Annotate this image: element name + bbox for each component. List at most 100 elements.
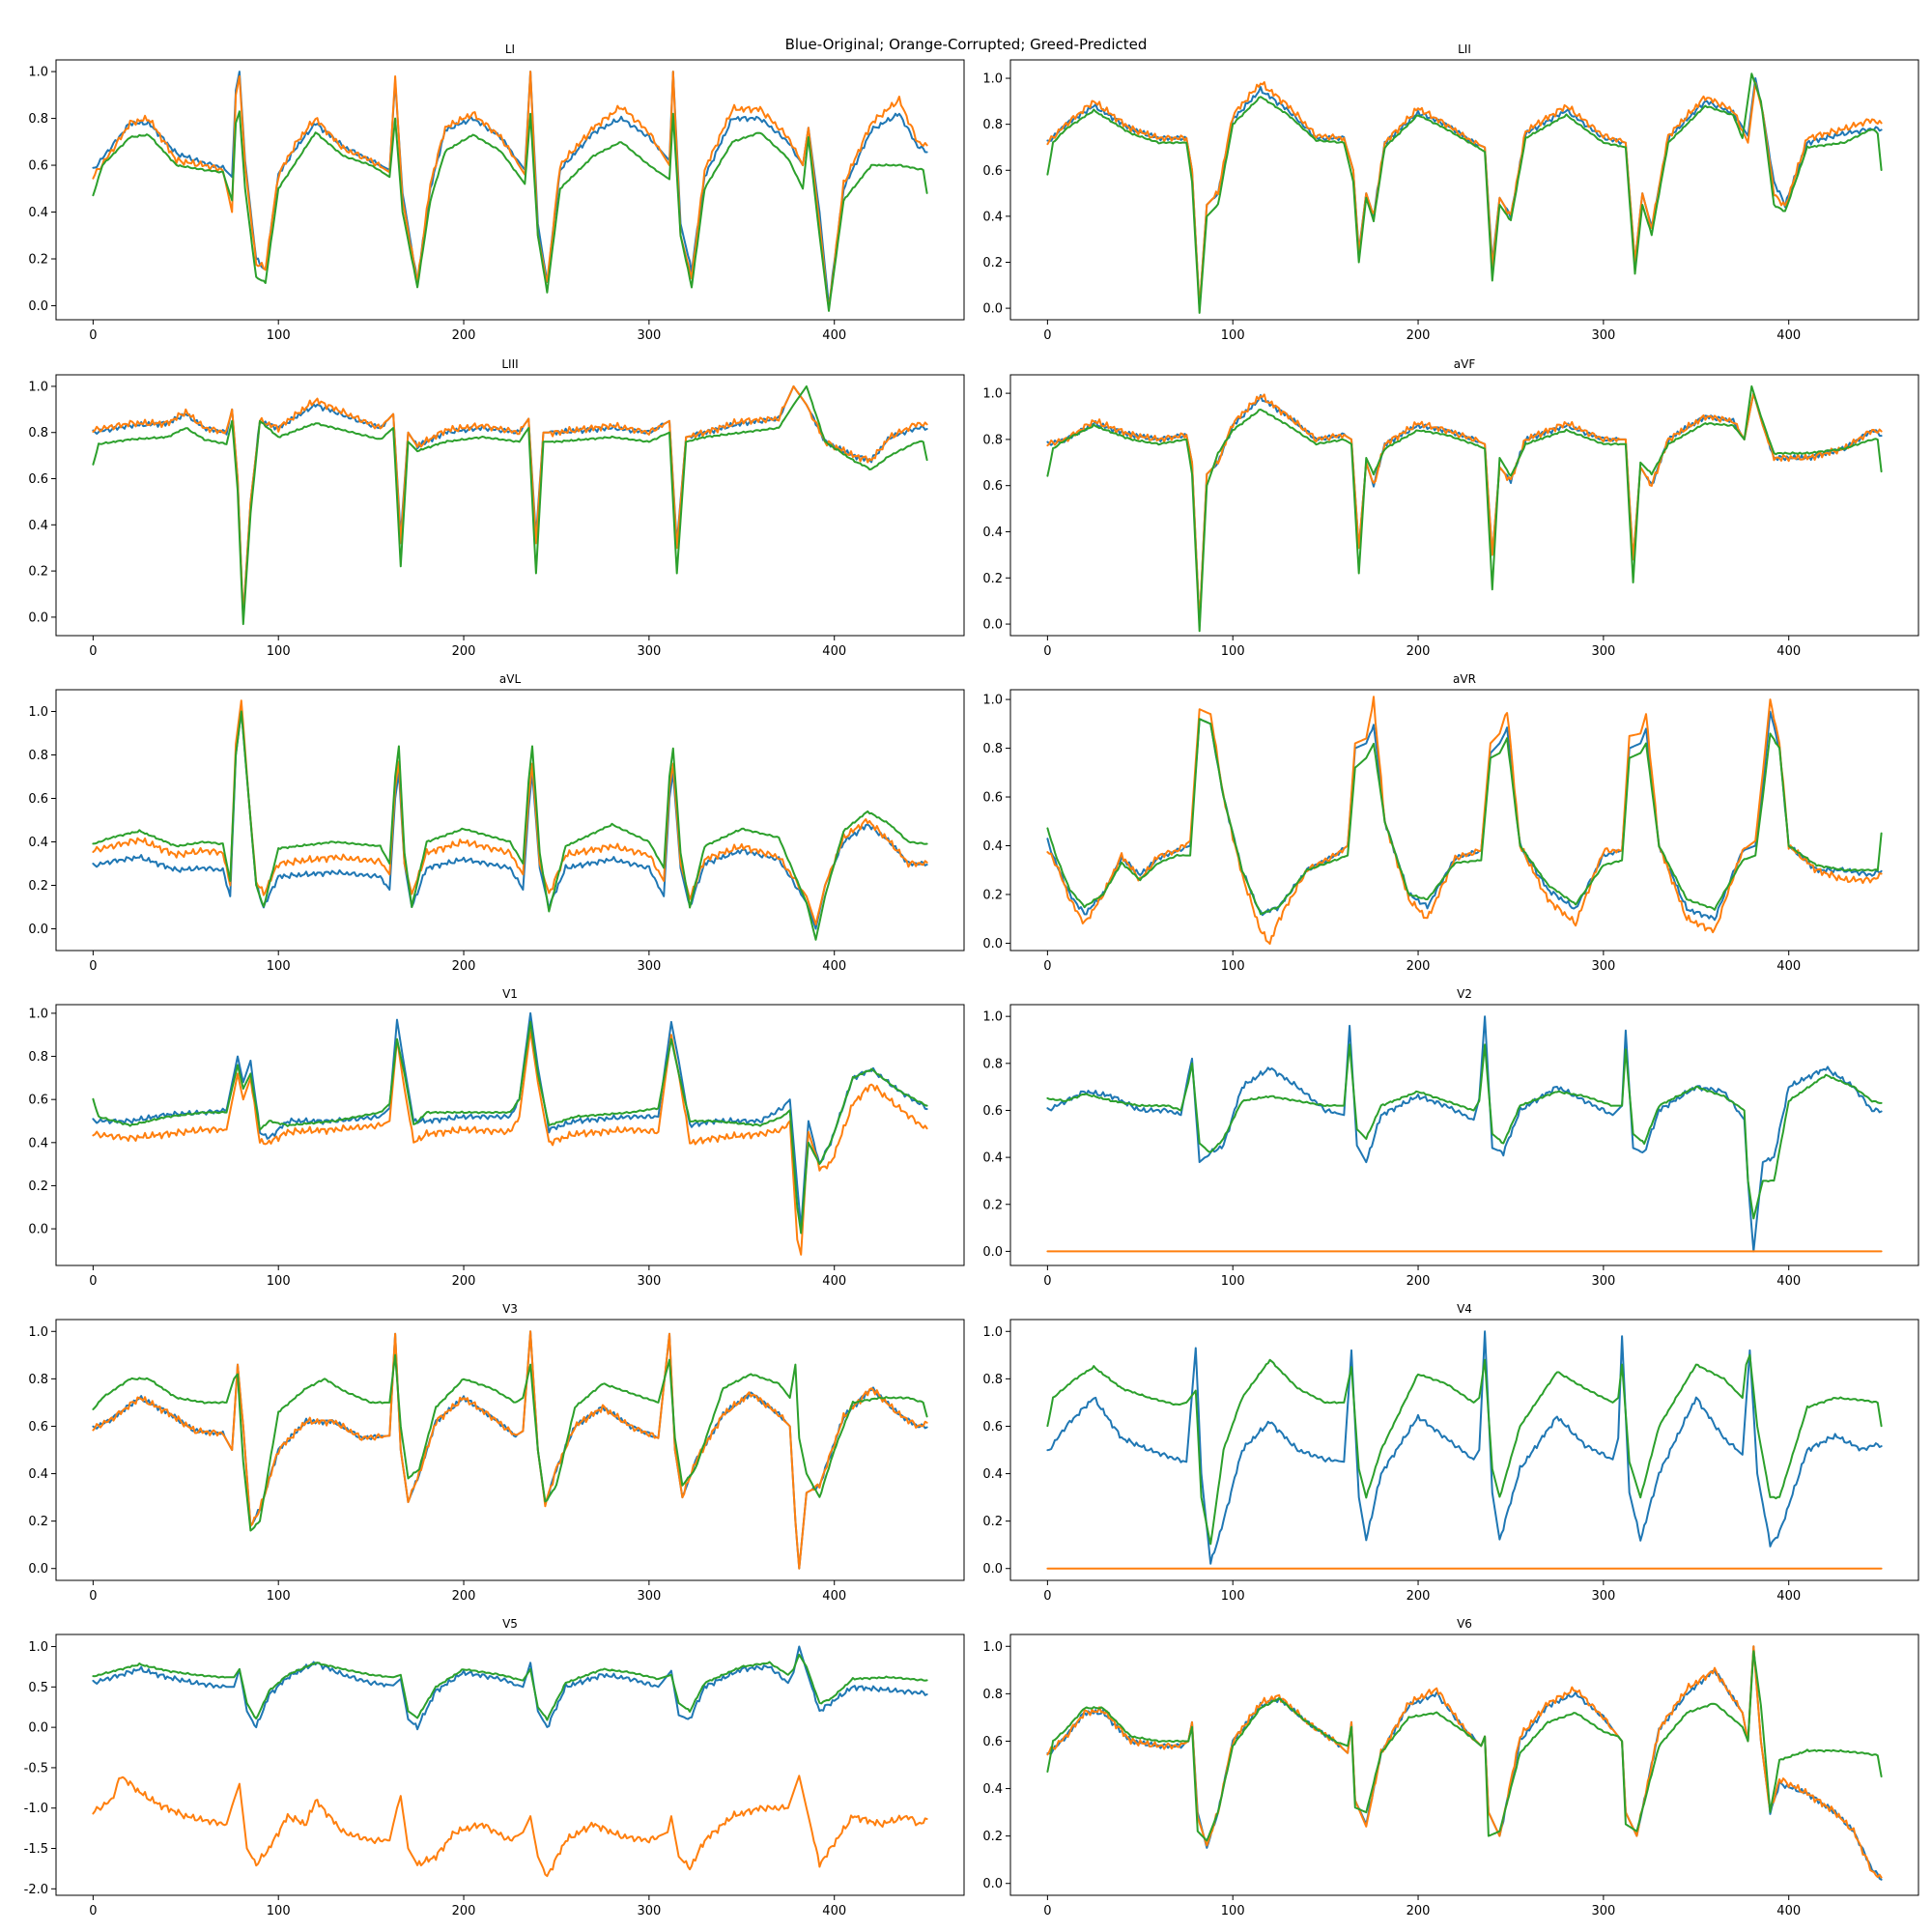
y-tick-label: 0.8 [28,112,48,127]
x-tick-label: 100 [267,644,291,659]
y-tick-label: 0.2 [28,1515,48,1529]
series-line-predicted [1046,72,1883,314]
series-line-original [92,710,928,930]
y-tick-label: 0.4 [28,836,48,850]
x-tick-label: 300 [1591,644,1615,659]
series-line-predicted [1046,718,1883,916]
x-tick-label: 200 [452,328,476,343]
axes-frame [55,59,965,321]
x-tick-label: 300 [637,1904,661,1918]
y-tick-label: 0.6 [982,479,1003,494]
y-tick-label: 0.8 [982,433,1003,447]
x-tick-label: 200 [1406,1589,1431,1604]
series-line-predicted [1046,1650,1883,1842]
ecg-panel: V1 0 100 200 300 400 0.0 0.2 0.4 0.6 0.8 1.0 [28,987,965,1289]
x-tick-label: 200 [1406,328,1431,343]
y-tick-label: 0.6 [982,791,1003,806]
series-line-original [1046,77,1883,310]
panel-grid: LI 0 100 200 300 400 0.0 0.2 0.4 0.6 0.8 1.0 LII 0 100… [24,43,1919,1918]
panel-title: V2 [1457,987,1472,1001]
axes-frame [1009,1004,1919,1266]
series-line-original [1046,392,1883,626]
x-tick-label: 200 [452,644,476,659]
y-tick-label: 0.8 [982,1057,1003,1071]
series-line-original [1046,1330,1883,1565]
y-tick-label: 0.8 [28,426,48,440]
y-tick-label: 0.0 [982,937,1003,952]
ecg-panel: LII 0 100 200 300 400 0.0 0.2 0.4 0.6 0.8 1.0 [982,43,1919,343]
axes-frame [55,689,965,952]
y-tick-label: -1.0 [24,1802,48,1816]
series-line-original [92,384,928,618]
y-tick-label: 0.0 [28,1223,48,1237]
y-tick-label: 0.4 [982,839,1003,854]
x-tick-label: 0 [1043,1589,1051,1604]
axes-frame [1009,1319,1919,1581]
y-tick-label: 0.4 [982,526,1003,540]
ecg-panel: aVF 0 100 200 300 400 0.0 0.2 0.4 0.6 0.8 1.0 [982,357,1919,659]
ecg-panel: aVL 0 100 200 300 400 0.0 0.2 0.4 0.6 0.8 1.0 [28,672,965,974]
y-tick-label: 1.0 [982,387,1003,402]
y-tick-label: 0.6 [28,472,48,487]
x-tick-label: 200 [452,1589,476,1604]
x-tick-label: 0 [1043,328,1051,343]
series-line-original [92,1011,928,1231]
x-tick-label: 400 [1776,1589,1801,1604]
y-tick-label: 0.4 [28,1467,48,1482]
x-tick-label: 200 [1406,959,1431,974]
x-tick-label: 100 [1221,328,1245,343]
y-tick-label: 0.4 [982,1782,1003,1797]
y-tick-label: 0.2 [28,879,48,894]
x-tick-label: 400 [822,644,846,659]
x-tick-label: 400 [1776,959,1801,974]
y-tick-label: 0.0 [982,1877,1003,1891]
x-tick-label: 400 [822,1904,846,1918]
series-line-predicted [1046,1043,1883,1220]
x-tick-label: 100 [267,1274,291,1289]
x-tick-label: 300 [1591,328,1615,343]
series-line-corrupted [1046,1645,1883,1879]
y-tick-label: 0.8 [982,742,1003,756]
axes-frame [1009,689,1919,952]
x-tick-label: 0 [1043,644,1051,659]
axes-frame [55,1634,965,1896]
x-tick-label: 300 [637,644,661,659]
y-tick-label: 0.2 [28,1179,48,1194]
x-tick-label: 100 [267,1904,291,1918]
y-tick-label: 0.4 [982,1467,1003,1482]
ecg-panel: V5 0 100 200 300 400 -2.0 -1.5 -1.0 -0.5 0.0 0.5 1.0 [24,1617,965,1918]
y-tick-label: -0.5 [24,1761,48,1776]
axes-frame [55,374,965,637]
y-tick-label: 0.2 [982,256,1003,270]
y-tick-label: 0.2 [982,1515,1003,1529]
x-tick-label: 400 [822,1589,846,1604]
y-tick-label: 0.6 [982,1104,1003,1119]
ecg-panel: V6 0 100 200 300 400 0.0 0.2 0.4 0.6 0.8 1.0 [982,1617,1919,1918]
series-line-predicted [92,1653,928,1721]
x-tick-label: 400 [1776,328,1801,343]
y-tick-label: 0.2 [28,252,48,267]
y-tick-label: 0.0 [982,1562,1003,1577]
y-tick-label: 0.6 [28,1094,48,1108]
y-tick-label: 0.0 [28,923,48,937]
y-tick-label: 0.2 [28,565,48,580]
x-tick-label: 0 [89,1904,97,1918]
panel-title: V1 [502,987,518,1001]
x-tick-label: 200 [452,1274,476,1289]
y-tick-label: 1.0 [28,1325,48,1340]
y-tick-label: 1.0 [982,72,1003,87]
x-tick-label: 300 [1591,1904,1615,1918]
x-tick-label: 400 [1776,1904,1801,1918]
x-tick-label: 0 [89,644,97,659]
x-tick-label: 400 [1776,1274,1801,1289]
series-line-corrupted [92,384,928,618]
ecg-panel: LIII 0 100 200 300 400 0.0 0.2 0.4 0.6 0.8 1.0 [28,357,965,659]
panel-title: V4 [1457,1302,1472,1316]
x-tick-label: 0 [89,1274,97,1289]
x-tick-label: 300 [637,1274,661,1289]
axes-frame [55,1004,965,1266]
series-line-corrupted [92,1330,928,1570]
y-tick-label: 0.2 [982,1198,1003,1212]
y-tick-label: 0.4 [28,206,48,220]
x-tick-label: 100 [1221,1274,1245,1289]
